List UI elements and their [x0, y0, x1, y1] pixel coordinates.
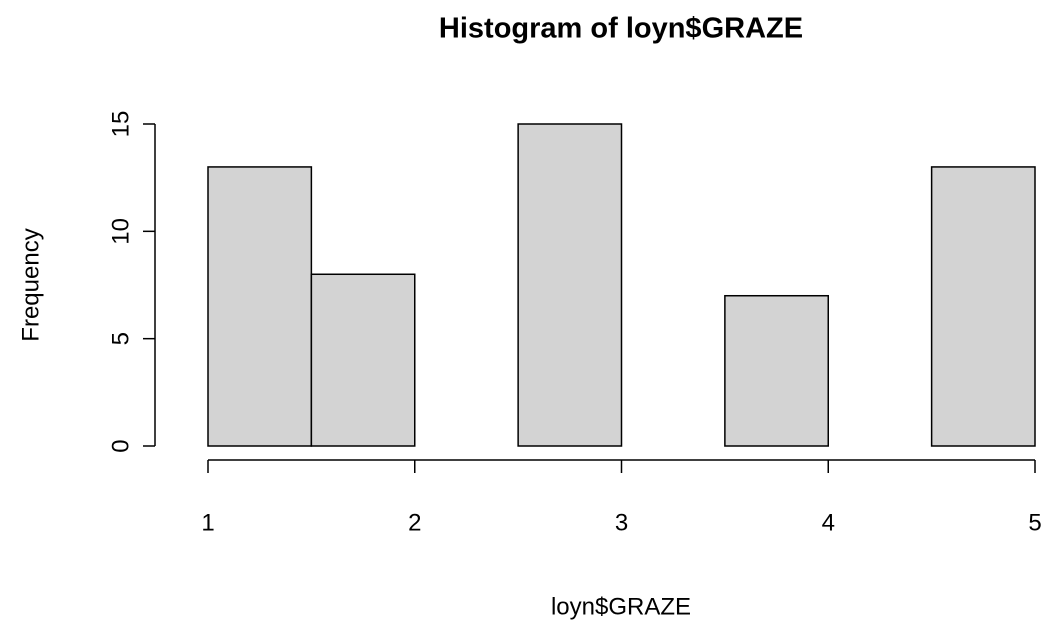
y-tick-label: 10: [107, 218, 134, 245]
bar: [517, 123, 623, 447]
chart-title: Histogram of loyn$GRAZE: [439, 13, 803, 45]
bar: [930, 166, 1036, 447]
bar: [310, 273, 416, 447]
y-tick-label: 0: [107, 439, 134, 452]
x-tick-label: 3: [615, 509, 628, 536]
x-tick-label: 4: [822, 509, 835, 536]
x-tick-label: 2: [408, 509, 421, 536]
x-tick-label: 5: [1028, 509, 1041, 536]
bar: [724, 294, 829, 447]
x-tick-label: 1: [201, 509, 214, 536]
y-tick-label: 5: [107, 332, 134, 345]
x-axis-label: loyn$GRAZE: [551, 593, 691, 620]
y-axis-label: Frequency: [17, 228, 44, 341]
y-tick-label: 15: [107, 111, 134, 138]
bar: [207, 166, 313, 447]
